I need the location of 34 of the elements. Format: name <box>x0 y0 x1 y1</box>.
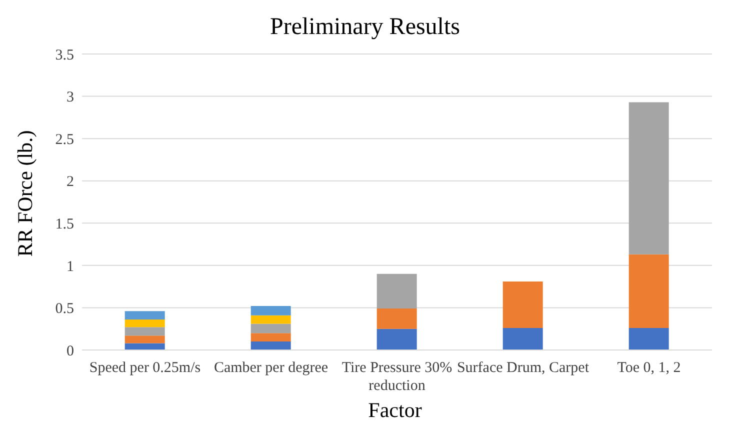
x-tick-label: Speed per 0.25m/s <box>89 360 201 376</box>
bar <box>502 328 543 350</box>
x-tick-label: Tire Pressure 30% reduction <box>342 360 452 394</box>
x-tick-label: Camber per degree <box>214 360 328 376</box>
y-tick-label: 3.5 <box>55 47 74 64</box>
bar <box>376 328 417 350</box>
bar <box>124 320 165 328</box>
y-tick-label: 3 <box>66 90 74 106</box>
bar <box>250 315 291 324</box>
y-tick-label: 0.5 <box>55 301 74 318</box>
bar <box>376 308 417 329</box>
bar <box>250 324 291 334</box>
bar <box>376 274 417 309</box>
bar <box>250 306 291 316</box>
bar <box>628 254 669 328</box>
y-tick-label: 1 <box>66 258 74 275</box>
y-axis-title: RR FOrce (lb.) <box>12 130 38 256</box>
x-tick-label: Toe 0, 1, 2 <box>617 360 681 376</box>
y-tick-label: 2 <box>66 174 74 190</box>
bar <box>124 343 165 350</box>
bar <box>502 281 543 328</box>
bar <box>250 333 291 342</box>
bar <box>250 342 291 350</box>
bar <box>628 102 669 254</box>
bar <box>124 336 165 344</box>
bar <box>124 327 165 336</box>
x-axis-title: Factor <box>367 398 423 423</box>
y-tick-label: 2.5 <box>55 132 74 148</box>
bar <box>124 311 165 320</box>
chart-title: Preliminary Results <box>269 14 461 41</box>
y-tick-label: 1.5 <box>55 216 74 232</box>
y-tick-label: 0 <box>66 343 74 360</box>
x-tick-label: Surface Drum, Carpet <box>456 360 590 376</box>
bar <box>628 328 669 350</box>
